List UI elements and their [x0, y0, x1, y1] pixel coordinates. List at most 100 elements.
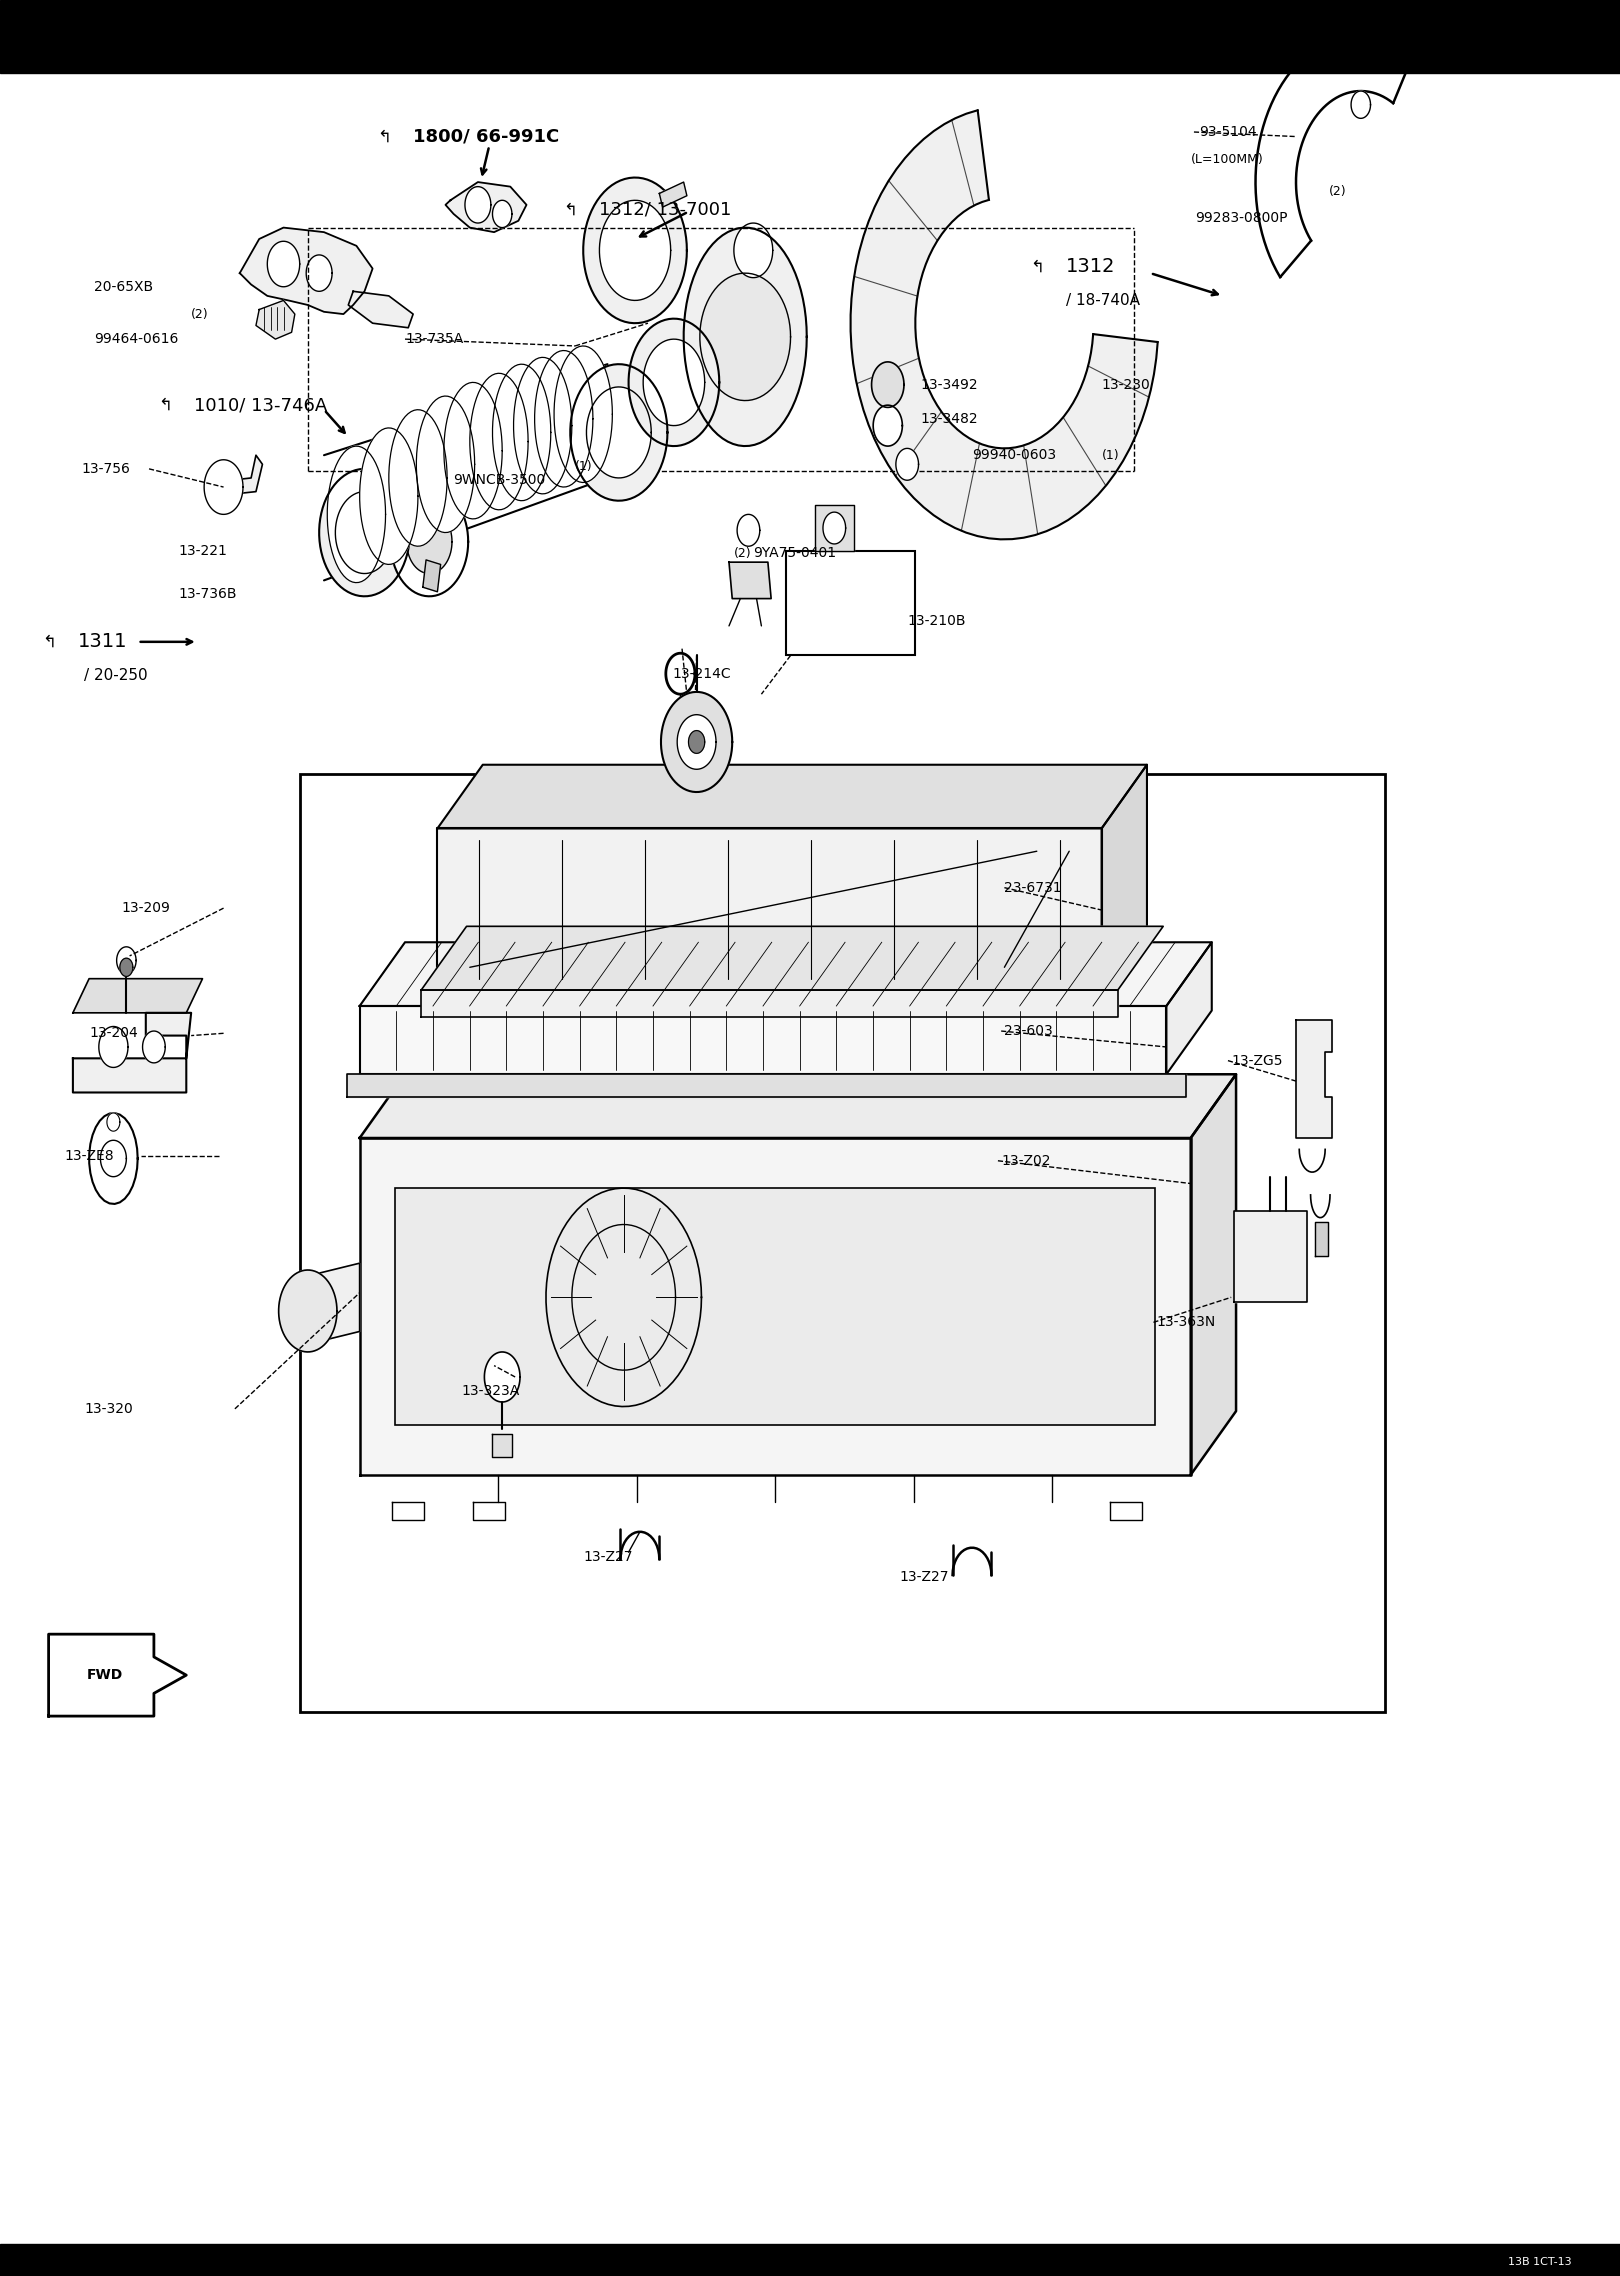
Text: 13-736B: 13-736B — [178, 587, 237, 601]
Polygon shape — [677, 715, 716, 769]
Polygon shape — [629, 319, 719, 446]
Text: 9YA75-0401: 9YA75-0401 — [753, 546, 836, 560]
Polygon shape — [204, 460, 243, 514]
Text: 13-3492: 13-3492 — [920, 378, 978, 391]
Text: 13-323A: 13-323A — [462, 1384, 520, 1397]
Text: (L=100MM): (L=100MM) — [1191, 152, 1264, 166]
Text: 13-ZG5: 13-ZG5 — [1231, 1054, 1283, 1067]
Text: / 18-740A: / 18-740A — [1066, 294, 1140, 307]
Polygon shape — [421, 926, 1163, 990]
Text: 13-230: 13-230 — [1102, 378, 1150, 391]
Polygon shape — [470, 373, 528, 510]
Polygon shape — [583, 178, 687, 323]
Polygon shape — [1191, 1074, 1236, 1475]
Polygon shape — [347, 1074, 1186, 1097]
Polygon shape — [1296, 1020, 1332, 1138]
Polygon shape — [514, 357, 572, 494]
Text: ↰: ↰ — [377, 127, 390, 146]
Polygon shape — [700, 273, 791, 401]
Polygon shape — [688, 731, 705, 753]
Text: ↰: ↰ — [159, 396, 172, 414]
Polygon shape — [416, 396, 475, 533]
Polygon shape — [850, 109, 1158, 539]
Polygon shape — [872, 362, 904, 407]
Text: 13-735A: 13-735A — [405, 332, 463, 346]
Text: 1312: 1312 — [1066, 257, 1116, 275]
Polygon shape — [348, 291, 413, 328]
Polygon shape — [492, 364, 551, 501]
Text: 13-320: 13-320 — [84, 1402, 133, 1416]
Text: / 20-250: / 20-250 — [84, 669, 147, 683]
Text: 13-209: 13-209 — [122, 901, 170, 915]
Polygon shape — [107, 1113, 120, 1131]
Polygon shape — [815, 505, 854, 551]
Text: 13-363N: 13-363N — [1157, 1316, 1217, 1329]
Bar — [300, 774, 1385, 1712]
Bar — [0, 2244, 1620, 2276]
Text: (1): (1) — [575, 460, 593, 473]
Polygon shape — [256, 300, 295, 339]
Text: 9WNCB-3500: 9WNCB-3500 — [454, 473, 546, 487]
Text: 1800/ 66-991C: 1800/ 66-991C — [413, 127, 559, 146]
Text: 13B 1CT-13: 13B 1CT-13 — [1508, 2258, 1571, 2267]
Polygon shape — [1234, 1211, 1307, 1302]
Polygon shape — [1102, 765, 1147, 990]
Polygon shape — [389, 410, 447, 546]
Polygon shape — [684, 228, 807, 446]
Polygon shape — [392, 1502, 424, 1520]
Polygon shape — [1351, 91, 1371, 118]
Text: FWD: FWD — [87, 1668, 123, 1682]
Polygon shape — [319, 469, 410, 596]
Polygon shape — [73, 1013, 191, 1092]
Text: 23-603: 23-603 — [1004, 1024, 1053, 1038]
Polygon shape — [729, 562, 771, 599]
Text: 13-ZE8: 13-ZE8 — [65, 1149, 115, 1163]
Polygon shape — [473, 1502, 505, 1520]
Text: ↰: ↰ — [42, 633, 55, 651]
Polygon shape — [572, 1224, 676, 1370]
Text: (2): (2) — [191, 307, 209, 321]
Polygon shape — [737, 514, 760, 546]
Text: 99940-0603: 99940-0603 — [972, 448, 1056, 462]
Polygon shape — [823, 512, 846, 544]
Bar — [786, 551, 915, 655]
Polygon shape — [423, 560, 441, 592]
Polygon shape — [117, 947, 136, 974]
Polygon shape — [360, 1074, 1236, 1138]
Polygon shape — [643, 339, 705, 426]
Text: 13-214C: 13-214C — [672, 667, 731, 681]
Polygon shape — [390, 487, 468, 596]
Text: 99464-0616: 99464-0616 — [94, 332, 178, 346]
Polygon shape — [327, 446, 386, 583]
Polygon shape — [554, 346, 612, 483]
Polygon shape — [421, 990, 1118, 1017]
Text: 13-204: 13-204 — [89, 1026, 138, 1040]
Polygon shape — [570, 364, 667, 501]
Polygon shape — [1110, 1502, 1142, 1520]
Polygon shape — [360, 428, 418, 564]
Polygon shape — [535, 351, 593, 487]
Polygon shape — [360, 1006, 1166, 1074]
Polygon shape — [492, 200, 512, 228]
Text: 13-Z27: 13-Z27 — [583, 1550, 633, 1564]
Polygon shape — [267, 241, 300, 287]
Text: 23-6731: 23-6731 — [1004, 881, 1063, 894]
Text: (1): (1) — [1102, 448, 1119, 462]
Polygon shape — [295, 1263, 360, 1347]
Text: 13-221: 13-221 — [178, 544, 227, 558]
Polygon shape — [437, 828, 1102, 990]
Polygon shape — [360, 942, 1212, 1006]
Text: 1010/ 13-746A: 1010/ 13-746A — [194, 396, 327, 414]
Polygon shape — [444, 382, 502, 519]
Text: 13-3482: 13-3482 — [920, 412, 978, 426]
Polygon shape — [360, 1138, 1191, 1475]
Polygon shape — [143, 1031, 165, 1063]
Polygon shape — [335, 492, 394, 574]
Polygon shape — [873, 405, 902, 446]
Text: 20-65XB: 20-65XB — [94, 280, 152, 294]
Text: (2): (2) — [1328, 184, 1346, 198]
Text: 99283-0800P: 99283-0800P — [1196, 212, 1288, 225]
Polygon shape — [666, 653, 695, 694]
Text: ↰: ↰ — [564, 200, 577, 218]
Polygon shape — [546, 1188, 701, 1407]
